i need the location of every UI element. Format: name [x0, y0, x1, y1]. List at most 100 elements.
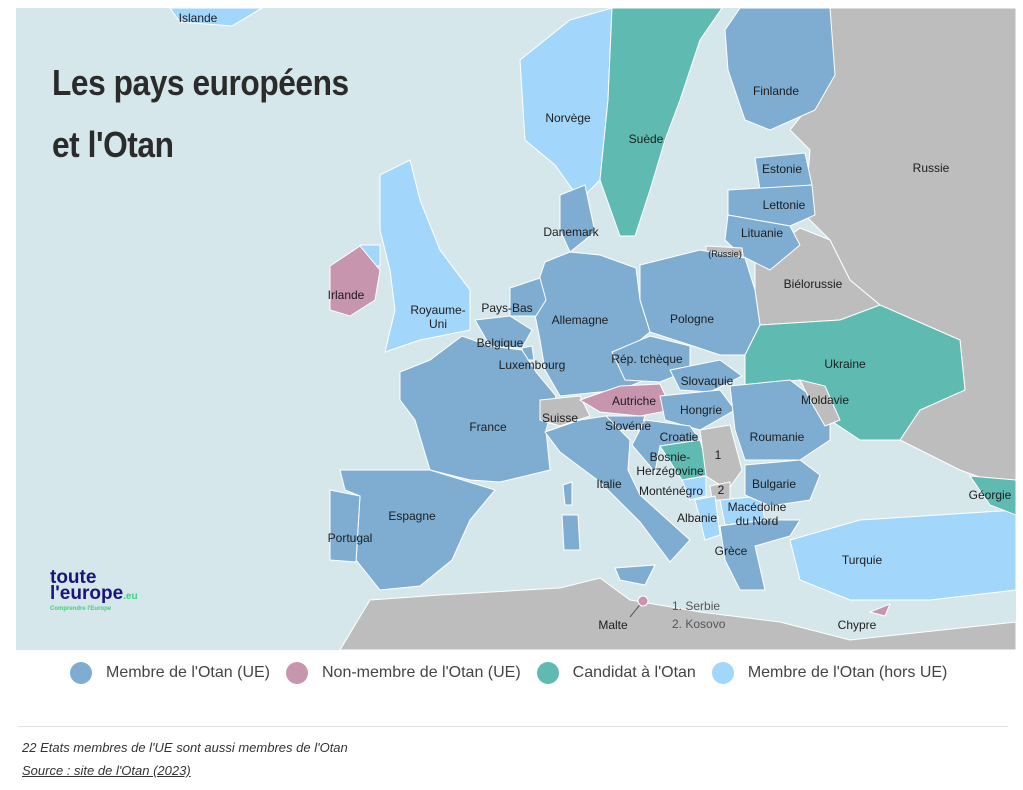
country-islande	[169, 8, 263, 27]
label-pologne: Pologne	[669, 312, 715, 326]
country-turquie	[789, 509, 1016, 601]
label-albanie: Albanie	[676, 511, 718, 525]
label-grece: Grèce	[714, 544, 748, 558]
legend-item-candidate: Candidat à l'Otan	[536, 662, 696, 684]
label-roumanie: Roumanie	[749, 430, 805, 444]
country-slovaquie	[669, 359, 743, 393]
country-albanie	[694, 495, 721, 541]
logo-word: l'europe	[50, 583, 124, 604]
label-bielorussie: Biélorussie	[783, 277, 843, 291]
country-irlande	[329, 245, 381, 317]
map-note: 1. Serbie 2. Kosovo	[672, 597, 725, 633]
country-montenegro	[681, 475, 707, 501]
country-malte	[637, 595, 649, 607]
country-royaume-uni	[379, 159, 471, 353]
legend-item-non-member-eu: Non-membre de l'Otan (UE)	[286, 662, 521, 684]
country-italie	[544, 415, 691, 563]
label-lettonie: Lettonie	[762, 198, 806, 212]
divider	[18, 726, 1008, 727]
label-rep-tcheque: Rép. tchèque	[611, 352, 683, 366]
label-malte: Malte	[598, 618, 628, 632]
map-note-1: 1. Serbie	[672, 599, 721, 613]
country-hongrie	[659, 389, 736, 431]
map-note-2: 2. Kosovo	[672, 617, 726, 631]
label-kaliningrad: (Russie)	[708, 249, 742, 259]
country-roumanie	[729, 379, 831, 461]
label-bulgarie: Bulgarie	[751, 477, 797, 491]
label-finlande: Finlande	[752, 84, 800, 98]
label-france: France	[469, 420, 507, 434]
label-suede: Suède	[628, 132, 664, 146]
country-pays-bas	[509, 277, 547, 317]
footer-note: 22 Etats membres de l'UE sont aussi memb…	[22, 740, 348, 755]
label-chypre: Chypre	[837, 618, 877, 632]
label-croatie: Croatie	[659, 430, 699, 444]
legend: Membre de l'Otan (UE) Non-membre de l'Ot…	[70, 662, 963, 684]
label-norvege: Norvège	[545, 111, 591, 125]
country-suisse	[539, 395, 591, 427]
label-italie: Italie	[596, 477, 622, 491]
country-espagne	[339, 469, 496, 591]
country-france	[399, 335, 557, 483]
label-macedoine: Macédoine du Nord	[727, 500, 787, 528]
legend-label: Candidat à l'Otan	[572, 664, 696, 681]
label-slovenie: Slovénie	[604, 419, 652, 433]
label-danemark: Danemark	[543, 225, 599, 239]
label-hongrie: Hongrie	[679, 403, 723, 417]
label-lituanie: Lituanie	[740, 226, 784, 240]
logo-line-1: toute	[50, 567, 97, 588]
country-belgique	[474, 315, 533, 349]
country-serbie	[699, 424, 743, 491]
label-allemagne: Allemagne	[551, 313, 609, 327]
page-title: Les pays européens et l'Otan	[52, 52, 349, 176]
label-kosovo: 2	[717, 483, 725, 497]
label-royaume-uni: Royaume- Uni	[410, 303, 466, 331]
label-russie: Russie	[912, 161, 950, 175]
logo-suffix: .eu	[123, 591, 138, 602]
country-lettonie	[727, 184, 816, 227]
legend-label: Membre de l'Otan (hors UE)	[747, 664, 948, 681]
legend-dot	[536, 662, 559, 684]
country-lituanie	[724, 214, 801, 271]
source-link[interactable]: Source : site de l'Otan (2023)	[22, 763, 191, 778]
label-suisse: Suisse	[541, 411, 579, 425]
country-chypre	[868, 603, 891, 617]
logo-tagline: Comprendre l'Europe	[50, 606, 112, 612]
label-espagne: Espagne	[388, 509, 436, 523]
country-bulgarie	[744, 459, 821, 507]
legend-item-member-non-eu: Membre de l'Otan (hors UE)	[711, 662, 948, 684]
label-estonie: Estonie	[761, 162, 803, 176]
title-line-1: Les pays européens	[52, 62, 349, 103]
logo-line-2: l'europe.eu	[50, 583, 138, 605]
label-turquie: Turquie	[841, 553, 883, 567]
corsica	[562, 481, 573, 506]
country-georgie	[968, 475, 1016, 516]
europe-map	[16, 8, 1016, 650]
north-africa	[339, 577, 1016, 650]
country-suede	[599, 8, 723, 237]
country-finlande	[724, 8, 836, 131]
label-pays-bas: Pays-Bas	[481, 301, 533, 315]
label-irlande: Irlande	[327, 288, 365, 302]
label-belgique: Belgique	[476, 336, 524, 350]
label-serbie: 1	[714, 448, 722, 462]
label-montenegro: Monténégro	[638, 484, 704, 498]
legend-dot	[70, 662, 92, 684]
sicily	[614, 564, 656, 586]
sardinia	[561, 514, 581, 551]
label-luxembourg: Luxembourg	[498, 358, 566, 372]
label-moldavie: Moldavie	[800, 393, 850, 407]
label-slovaquie: Slovaquie	[680, 374, 734, 388]
label-autriche: Autriche	[611, 394, 657, 408]
country-grece	[719, 519, 801, 591]
label-ukraine: Ukraine	[824, 357, 866, 371]
label-islande: Islande	[178, 11, 218, 25]
toute-leurope-logo: toute l'europe.eu Comprendre l'Europe	[50, 567, 138, 613]
legend-item-member-eu: Membre de l'Otan (UE)	[70, 662, 270, 684]
label-bosnie: Bosnie- Herzégovine	[636, 450, 704, 478]
label-portugal: Portugal	[327, 531, 373, 545]
country-moldavie	[799, 379, 841, 427]
legend-dot	[286, 662, 308, 684]
legend-label: Non-membre de l'Otan (UE)	[322, 664, 521, 681]
legend-dot	[711, 662, 734, 684]
